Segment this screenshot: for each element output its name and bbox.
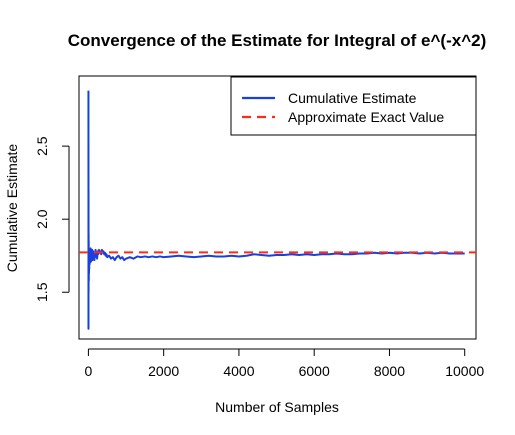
x-tick-label: 4000 bbox=[223, 363, 254, 379]
legend-label-cumulative-estimate: Cumulative Estimate bbox=[288, 90, 417, 106]
series-line-cumulative-estimate bbox=[87, 90, 465, 330]
y-tick-label: 1.5 bbox=[34, 282, 50, 302]
y-axis: 1.5 2.0 2.5 bbox=[34, 136, 70, 302]
x-tick-label: 10000 bbox=[445, 363, 484, 379]
legend-label-approximate-exact-value: Approximate Exact Value bbox=[288, 109, 444, 125]
x-tick-label: 8000 bbox=[374, 363, 405, 379]
chart-title: Convergence of the Estimate for Integral… bbox=[68, 31, 486, 50]
x-tick-label: 0 bbox=[85, 363, 93, 379]
legend-box bbox=[230, 76, 477, 136]
y-axis-label: Cumulative Estimate bbox=[4, 144, 20, 273]
legend: Cumulative Estimate Approximate Exact Va… bbox=[230, 76, 477, 136]
series-layer bbox=[79, 90, 476, 330]
x-axis-label: Number of Samples bbox=[215, 399, 339, 415]
x-tick-label: 6000 bbox=[299, 363, 330, 379]
y-tick-label: 2.5 bbox=[34, 136, 50, 156]
plot-frame bbox=[78, 75, 477, 340]
x-axis: 0 2000 4000 6000 8000 10000 bbox=[85, 348, 484, 379]
x-tick-label: 2000 bbox=[148, 363, 179, 379]
y-tick-label: 2.0 bbox=[34, 209, 50, 229]
